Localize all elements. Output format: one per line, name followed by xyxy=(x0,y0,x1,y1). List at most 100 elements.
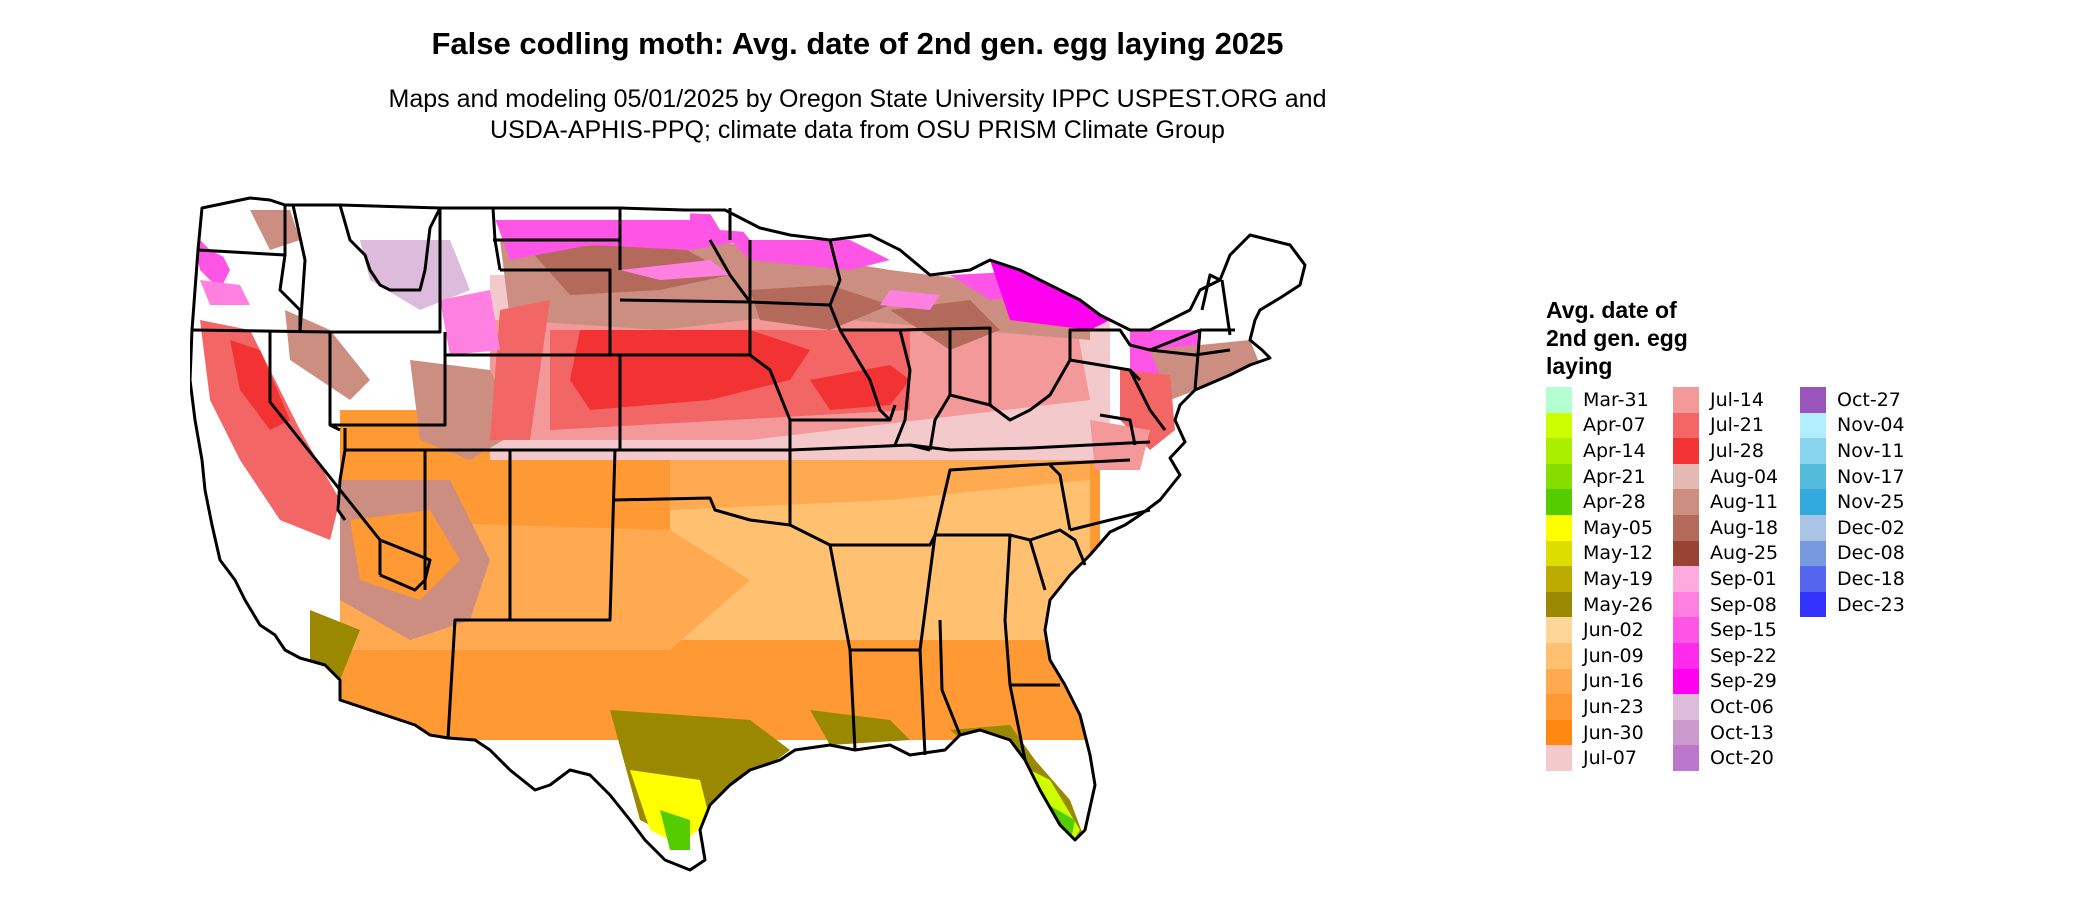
legend-label: Dec-08 xyxy=(1837,542,1905,565)
legend-item: Dec-02 xyxy=(1800,514,1905,541)
legend-item: Jun-02 xyxy=(1546,617,1653,643)
legend-item: Jul-07 xyxy=(1546,745,1653,771)
legend-swatch xyxy=(1800,540,1826,567)
legend-label: May-26 xyxy=(1583,593,1653,616)
legend-label: Jul-21 xyxy=(1710,414,1764,437)
legend-swatch xyxy=(1673,745,1699,771)
legend-swatch xyxy=(1800,412,1826,439)
legend-swatch xyxy=(1546,412,1572,439)
legend-swatch xyxy=(1546,566,1572,592)
legend-item: May-19 xyxy=(1546,566,1653,592)
legend-label: May-05 xyxy=(1583,516,1653,539)
legend-swatch xyxy=(1546,540,1572,567)
legend-swatch xyxy=(1673,642,1699,669)
legend-label: Sep-22 xyxy=(1710,644,1777,667)
legend-label: Dec-18 xyxy=(1837,567,1905,590)
map-subtitle: Maps and modeling 05/01/2025 by Oregon S… xyxy=(300,84,1415,146)
legend-item: Oct-27 xyxy=(1800,387,1905,413)
legend-label: Apr-07 xyxy=(1583,414,1646,437)
legend-swatch xyxy=(1673,387,1699,413)
legend-swatch xyxy=(1673,463,1699,490)
legend-item: Aug-18 xyxy=(1673,514,1779,541)
legend-item: May-26 xyxy=(1546,591,1653,618)
legend-label: Dec-23 xyxy=(1837,593,1905,616)
legend-swatch xyxy=(1800,438,1826,464)
legend-swatch xyxy=(1673,719,1699,746)
legend-swatch xyxy=(1673,438,1699,464)
legend-swatch xyxy=(1546,463,1572,490)
legend-label: Oct-20 xyxy=(1710,747,1774,770)
legend-label: Aug-04 xyxy=(1710,465,1779,488)
legend-item: Jul-28 xyxy=(1673,438,1778,464)
legend-swatch xyxy=(1546,489,1572,515)
legend-swatch xyxy=(1673,668,1699,695)
legend-swatch xyxy=(1800,463,1826,490)
legend-swatch xyxy=(1546,745,1572,771)
legend-label: Nov-04 xyxy=(1837,414,1905,437)
legend-label: Jun-02 xyxy=(1583,619,1644,642)
legend-label: Mar-31 xyxy=(1583,388,1649,411)
subtitle-line-1: Maps and modeling 05/01/2025 by Oregon S… xyxy=(388,85,1327,113)
legend-item: Oct-06 xyxy=(1673,694,1778,720)
legend-label: Jul-28 xyxy=(1710,439,1764,462)
legend-column-1: Mar-31 Apr-07 Apr-14 Apr-21 Apr-28 May-05 May-… xyxy=(1546,387,1653,771)
legend-item: Apr-07 xyxy=(1546,412,1653,439)
legend-label: May-12 xyxy=(1583,542,1653,565)
legend-swatch xyxy=(1546,642,1572,669)
legend-label: Sep-29 xyxy=(1710,670,1777,693)
legend-label: Dec-02 xyxy=(1837,516,1905,539)
legend-swatch xyxy=(1673,591,1699,618)
legend-item: Nov-04 xyxy=(1800,412,1905,439)
legend-item: Sep-22 xyxy=(1673,642,1778,669)
legend-item: Dec-23 xyxy=(1800,591,1905,618)
legend-column-2: Jul-14 Jul-21 Jul-28 Aug-04 Aug-11 Aug-18 Aug-… xyxy=(1673,387,1778,771)
legend-swatch xyxy=(1800,489,1826,515)
legend-item: Mar-31 xyxy=(1546,387,1653,413)
legend-label: Jul-07 xyxy=(1583,747,1637,770)
legend-label: Jun-16 xyxy=(1583,670,1644,693)
legend-label: Apr-21 xyxy=(1583,465,1646,488)
legend-label: Sep-15 xyxy=(1710,619,1777,642)
legend-label: Nov-17 xyxy=(1837,465,1905,488)
legend-item: Oct-13 xyxy=(1673,719,1778,746)
legend-item: Dec-08 xyxy=(1800,540,1905,567)
legend-swatch xyxy=(1673,617,1699,643)
map-title: False codling moth: Avg. date of 2nd gen… xyxy=(431,26,1284,61)
legend-item: Jun-09 xyxy=(1546,642,1653,669)
legend-item: Nov-11 xyxy=(1800,438,1905,464)
legend-swatch xyxy=(1800,514,1826,541)
legend-label: Aug-25 xyxy=(1710,542,1779,565)
legend-label: Oct-06 xyxy=(1710,695,1774,718)
legend-label: May-19 xyxy=(1583,567,1653,590)
legend-item: Dec-18 xyxy=(1800,566,1905,592)
legend-item: Aug-04 xyxy=(1673,463,1779,490)
legend-label: Aug-11 xyxy=(1710,491,1779,514)
legend-swatch xyxy=(1800,566,1826,592)
legend-item: May-12 xyxy=(1546,540,1653,567)
legend-swatch xyxy=(1800,387,1826,413)
legend-label: Jun-30 xyxy=(1583,721,1644,744)
legend-label: Aug-18 xyxy=(1710,516,1779,539)
legend-item: Sep-15 xyxy=(1673,617,1778,643)
legend-swatch xyxy=(1546,694,1572,720)
legend-label: Jun-23 xyxy=(1583,695,1644,718)
legend-label: Nov-11 xyxy=(1837,439,1905,462)
legend-label: Nov-25 xyxy=(1837,491,1905,514)
legend-item: Apr-14 xyxy=(1546,438,1653,464)
legend-swatch xyxy=(1546,591,1572,618)
legend-item: Nov-17 xyxy=(1800,463,1905,490)
legend-label: Apr-14 xyxy=(1583,439,1646,462)
legend-item: Aug-25 xyxy=(1673,540,1779,567)
legend-swatch xyxy=(1673,566,1699,592)
legend-item: Jul-21 xyxy=(1673,412,1778,439)
legend-swatch xyxy=(1546,438,1572,464)
legend-item: Nov-25 xyxy=(1800,489,1905,515)
legend-label: Oct-13 xyxy=(1710,721,1774,744)
legend-title-line-1: Avg. date of xyxy=(1546,297,1677,323)
legend-title-line-3: laying xyxy=(1546,353,1613,379)
legend-item: Aug-11 xyxy=(1673,489,1778,515)
legend-item: Sep-08 xyxy=(1673,591,1778,618)
legend-item: Apr-21 xyxy=(1546,463,1653,490)
legend-swatch xyxy=(1546,514,1572,541)
legend-label: Oct-27 xyxy=(1837,388,1901,411)
